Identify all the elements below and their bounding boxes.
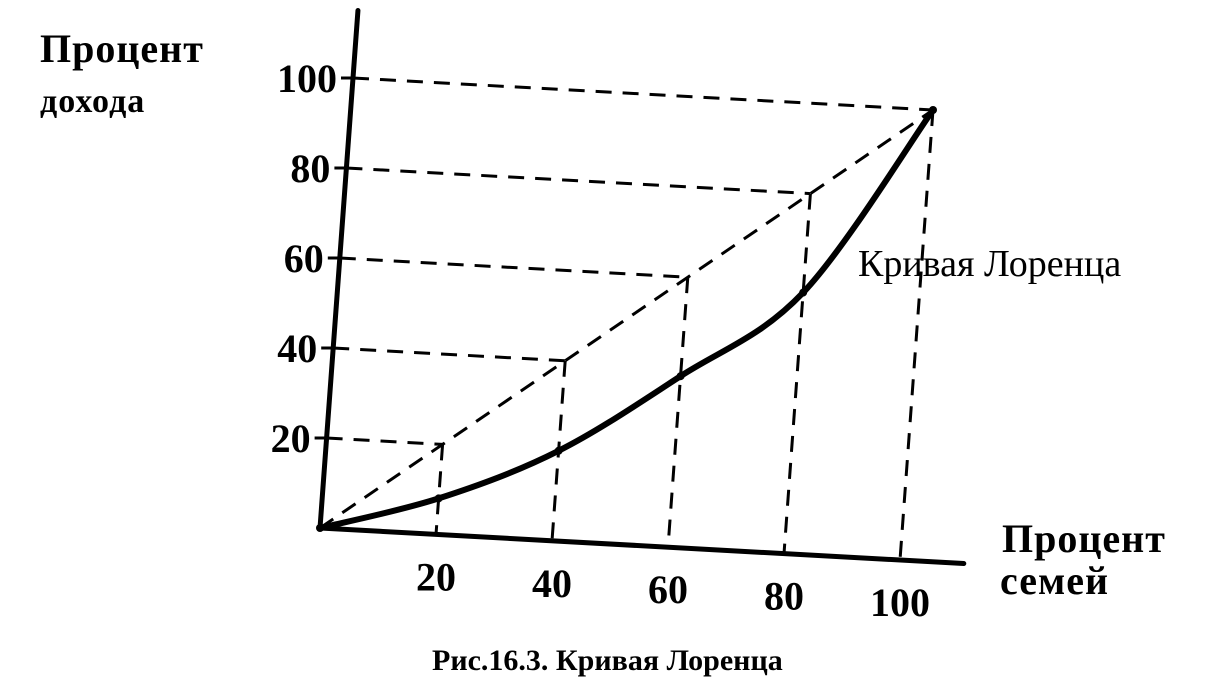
lorenz-point-100 [929, 106, 937, 114]
equality-line [319, 108, 934, 530]
lorenz-curve-label: Кривая Лоренца [858, 243, 1121, 285]
y-axis-title-line1: Процент [40, 26, 204, 71]
lorenz-point-80 [799, 288, 808, 297]
figure-caption: Рис.16.3. Кривая Лоренца [432, 644, 783, 677]
y-tick-label-100: 100 [277, 56, 337, 101]
guide-lines [326, 76, 935, 561]
y-tick-label-60: 60 [284, 236, 324, 281]
guide-horizontal-100 [352, 76, 934, 112]
x-tick-label-60: 60 [648, 567, 688, 612]
guide-horizontal-40 [333, 346, 566, 363]
x-tick-label-40: 40 [532, 561, 572, 606]
series-group [316, 106, 937, 532]
lorenz-point-20 [434, 494, 443, 503]
axes [314, 8, 967, 567]
y-tick-label-20: 20 [271, 416, 311, 461]
lorenz-curve [317, 107, 936, 531]
lorenz-point-0 [316, 524, 324, 532]
tick-labels: 20 40 60 80 100 20 40 60 80 100 [271, 56, 930, 625]
lorenz-point-60 [676, 372, 685, 381]
y-tick-label-40: 40 [277, 326, 317, 371]
guide-vertical-60 [666, 277, 690, 548]
x-axis-title-line1: Процент [1002, 516, 1166, 561]
x-tick-label-20: 20 [416, 554, 456, 599]
y-tick-label-80: 80 [290, 146, 330, 191]
guide-vertical-100 [898, 109, 935, 561]
y-axis-line [317, 8, 361, 531]
y-axis-title-line2: дохода [40, 83, 145, 120]
lorenz-point-40 [554, 446, 563, 455]
x-axis-title-line2: семей [1000, 558, 1109, 603]
x-axis-line [317, 525, 967, 567]
x-tick-label-80: 80 [764, 574, 804, 619]
guide-horizontal-20 [326, 436, 443, 446]
guide-horizontal-80 [346, 166, 811, 196]
x-tick-label-100: 100 [870, 580, 930, 625]
guide-horizontal-60 [339, 256, 688, 279]
guide-vertical-80 [782, 193, 812, 554]
guide-vertical-20 [434, 444, 445, 535]
